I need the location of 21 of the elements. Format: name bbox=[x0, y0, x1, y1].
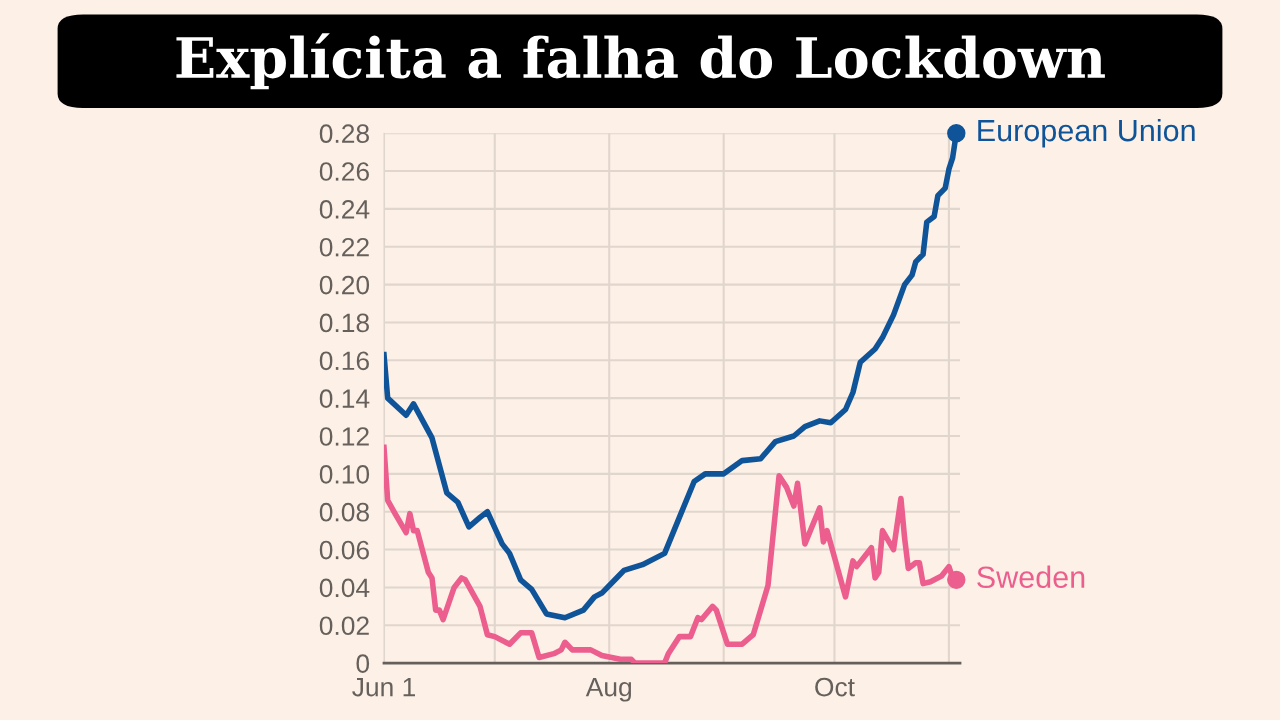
y-tick-label: 0.02 bbox=[319, 616, 369, 636]
x-tick-label: Jun 1 bbox=[352, 677, 415, 697]
y-tick-label: 0.06 bbox=[319, 540, 369, 560]
x-tick-label: Oct bbox=[815, 677, 855, 697]
chart-title: Explícita a falha do Lockdown bbox=[176, 33, 1105, 90]
y-tick-label: 0.26 bbox=[319, 162, 369, 181]
y-tick-label: 0.18 bbox=[319, 313, 369, 333]
y-tick-label: 0.04 bbox=[319, 578, 370, 598]
y-tick-label: 0.10 bbox=[319, 465, 370, 484]
y-tick-label: 0.24 bbox=[319, 200, 370, 219]
y-tick-label: 0.22 bbox=[319, 237, 369, 257]
x-tick-label: Aug bbox=[585, 677, 632, 702]
y-tick-label: 0.12 bbox=[319, 427, 369, 446]
y-tick-label: 0.20 bbox=[319, 275, 370, 295]
y-tick-label: 0.14 bbox=[319, 389, 370, 408]
y-tick-label: 0.16 bbox=[319, 351, 369, 371]
series-label: European Union bbox=[978, 118, 1195, 148]
series-label: Sweden bbox=[977, 565, 1085, 589]
y-tick-label: 0.08 bbox=[319, 502, 369, 522]
y-tick-label: 0 bbox=[356, 654, 370, 673]
y-tick-label: 0.28 bbox=[319, 124, 369, 144]
